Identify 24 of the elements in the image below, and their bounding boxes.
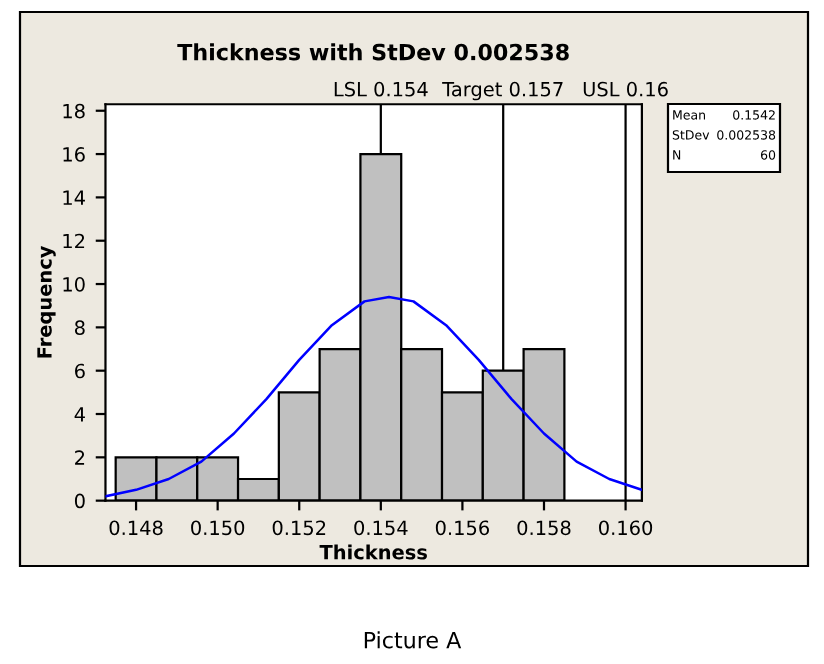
x-tick-label: 0.152 [272, 520, 326, 536]
x-tick-label: 0.158 [517, 520, 571, 536]
y-tick-label: 16 [63, 147, 85, 162]
ref-line-label: LSL 0.154 [334, 81, 428, 97]
x-tick-label: 0.148 [109, 520, 163, 536]
y-tick-label: 6 [75, 363, 85, 379]
y-axis-title: Frequency [37, 245, 56, 358]
x-tick-label: 0.156 [435, 520, 490, 536]
ref-line-label: Target 0.157 [442, 81, 563, 101]
x-tick-label: 0.160 [599, 520, 653, 536]
x-tick-label: 0.154 [354, 520, 408, 536]
x-tick-label: 0.150 [191, 520, 245, 536]
y-tick-label: 18 [63, 103, 85, 119]
y-tick-label: 12 [63, 233, 85, 249]
x-axis-title: Thickness [319, 544, 427, 560]
y-tick-label: 2 [75, 450, 85, 465]
y-tick-label: 10 [63, 277, 85, 292]
chart-title: Thickness with StDev 0.002538 [177, 43, 569, 61]
text: Picture A [364, 631, 462, 649]
y-tick-label: 4 [74, 407, 85, 422]
y-tick-label: 8 [74, 320, 85, 336]
ref-line-label: USL 0.16 [583, 81, 668, 97]
y-tick-label: 0 [74, 493, 85, 509]
y-tick-label: 14 [63, 190, 85, 205]
